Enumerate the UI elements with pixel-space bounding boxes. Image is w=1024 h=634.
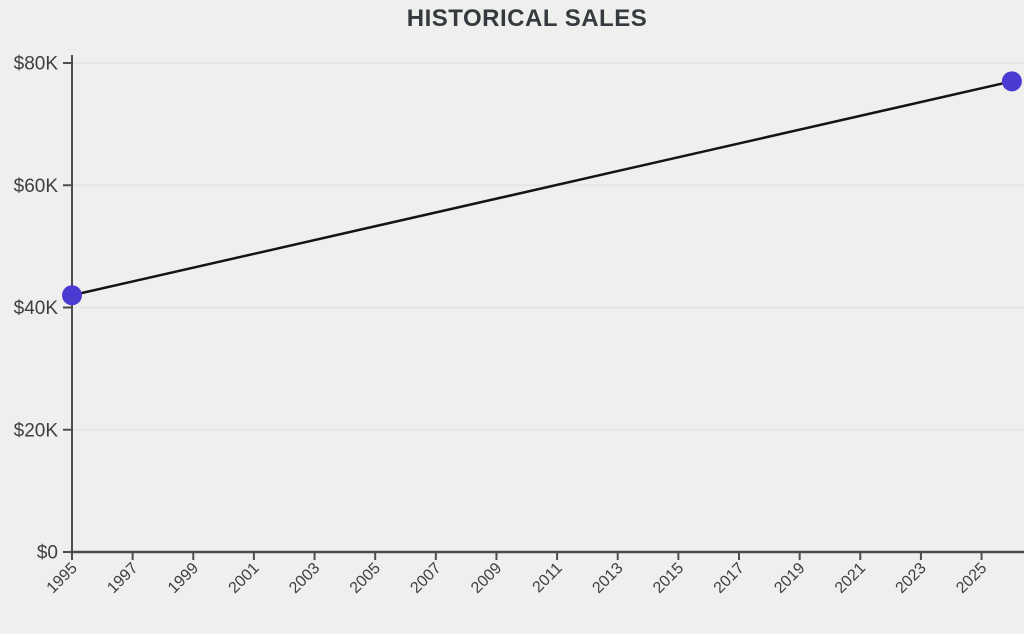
x-tick-label: 1999 [165, 560, 202, 597]
series-line [71, 80, 1013, 297]
x-tick-label: 1997 [104, 560, 141, 597]
x-tick-label: 2005 [347, 560, 384, 597]
x-tick-label: 2001 [226, 560, 263, 597]
x-tick-label: 2003 [286, 560, 323, 597]
x-tick-label: 2023 [893, 560, 930, 597]
y-tick-label: $40K [14, 298, 59, 319]
data-point[interactable] [1001, 71, 1022, 92]
x-tick-label: 2011 [530, 560, 566, 596]
x-tick-label: 2025 [953, 560, 990, 597]
x-tick-label: 2017 [711, 560, 748, 597]
y-tick-label: $60K [14, 176, 59, 197]
data-point[interactable] [62, 285, 82, 306]
x-tick-label: 2019 [771, 560, 808, 597]
x-tick-label: 2013 [589, 560, 626, 597]
x-tick-label: 2009 [468, 560, 505, 597]
y-tick-label: $80K [14, 54, 59, 75]
y-tick-label: $0 [37, 543, 58, 564]
x-tick-label: 2021 [832, 560, 869, 597]
x-tick-label: 2015 [650, 560, 687, 597]
x-tick-label: 2007 [407, 560, 444, 597]
y-tick-label: $20K [14, 420, 59, 441]
chart-title: HISTORICAL SALES [406, 5, 648, 32]
x-tick-label: 1995 [44, 560, 81, 597]
